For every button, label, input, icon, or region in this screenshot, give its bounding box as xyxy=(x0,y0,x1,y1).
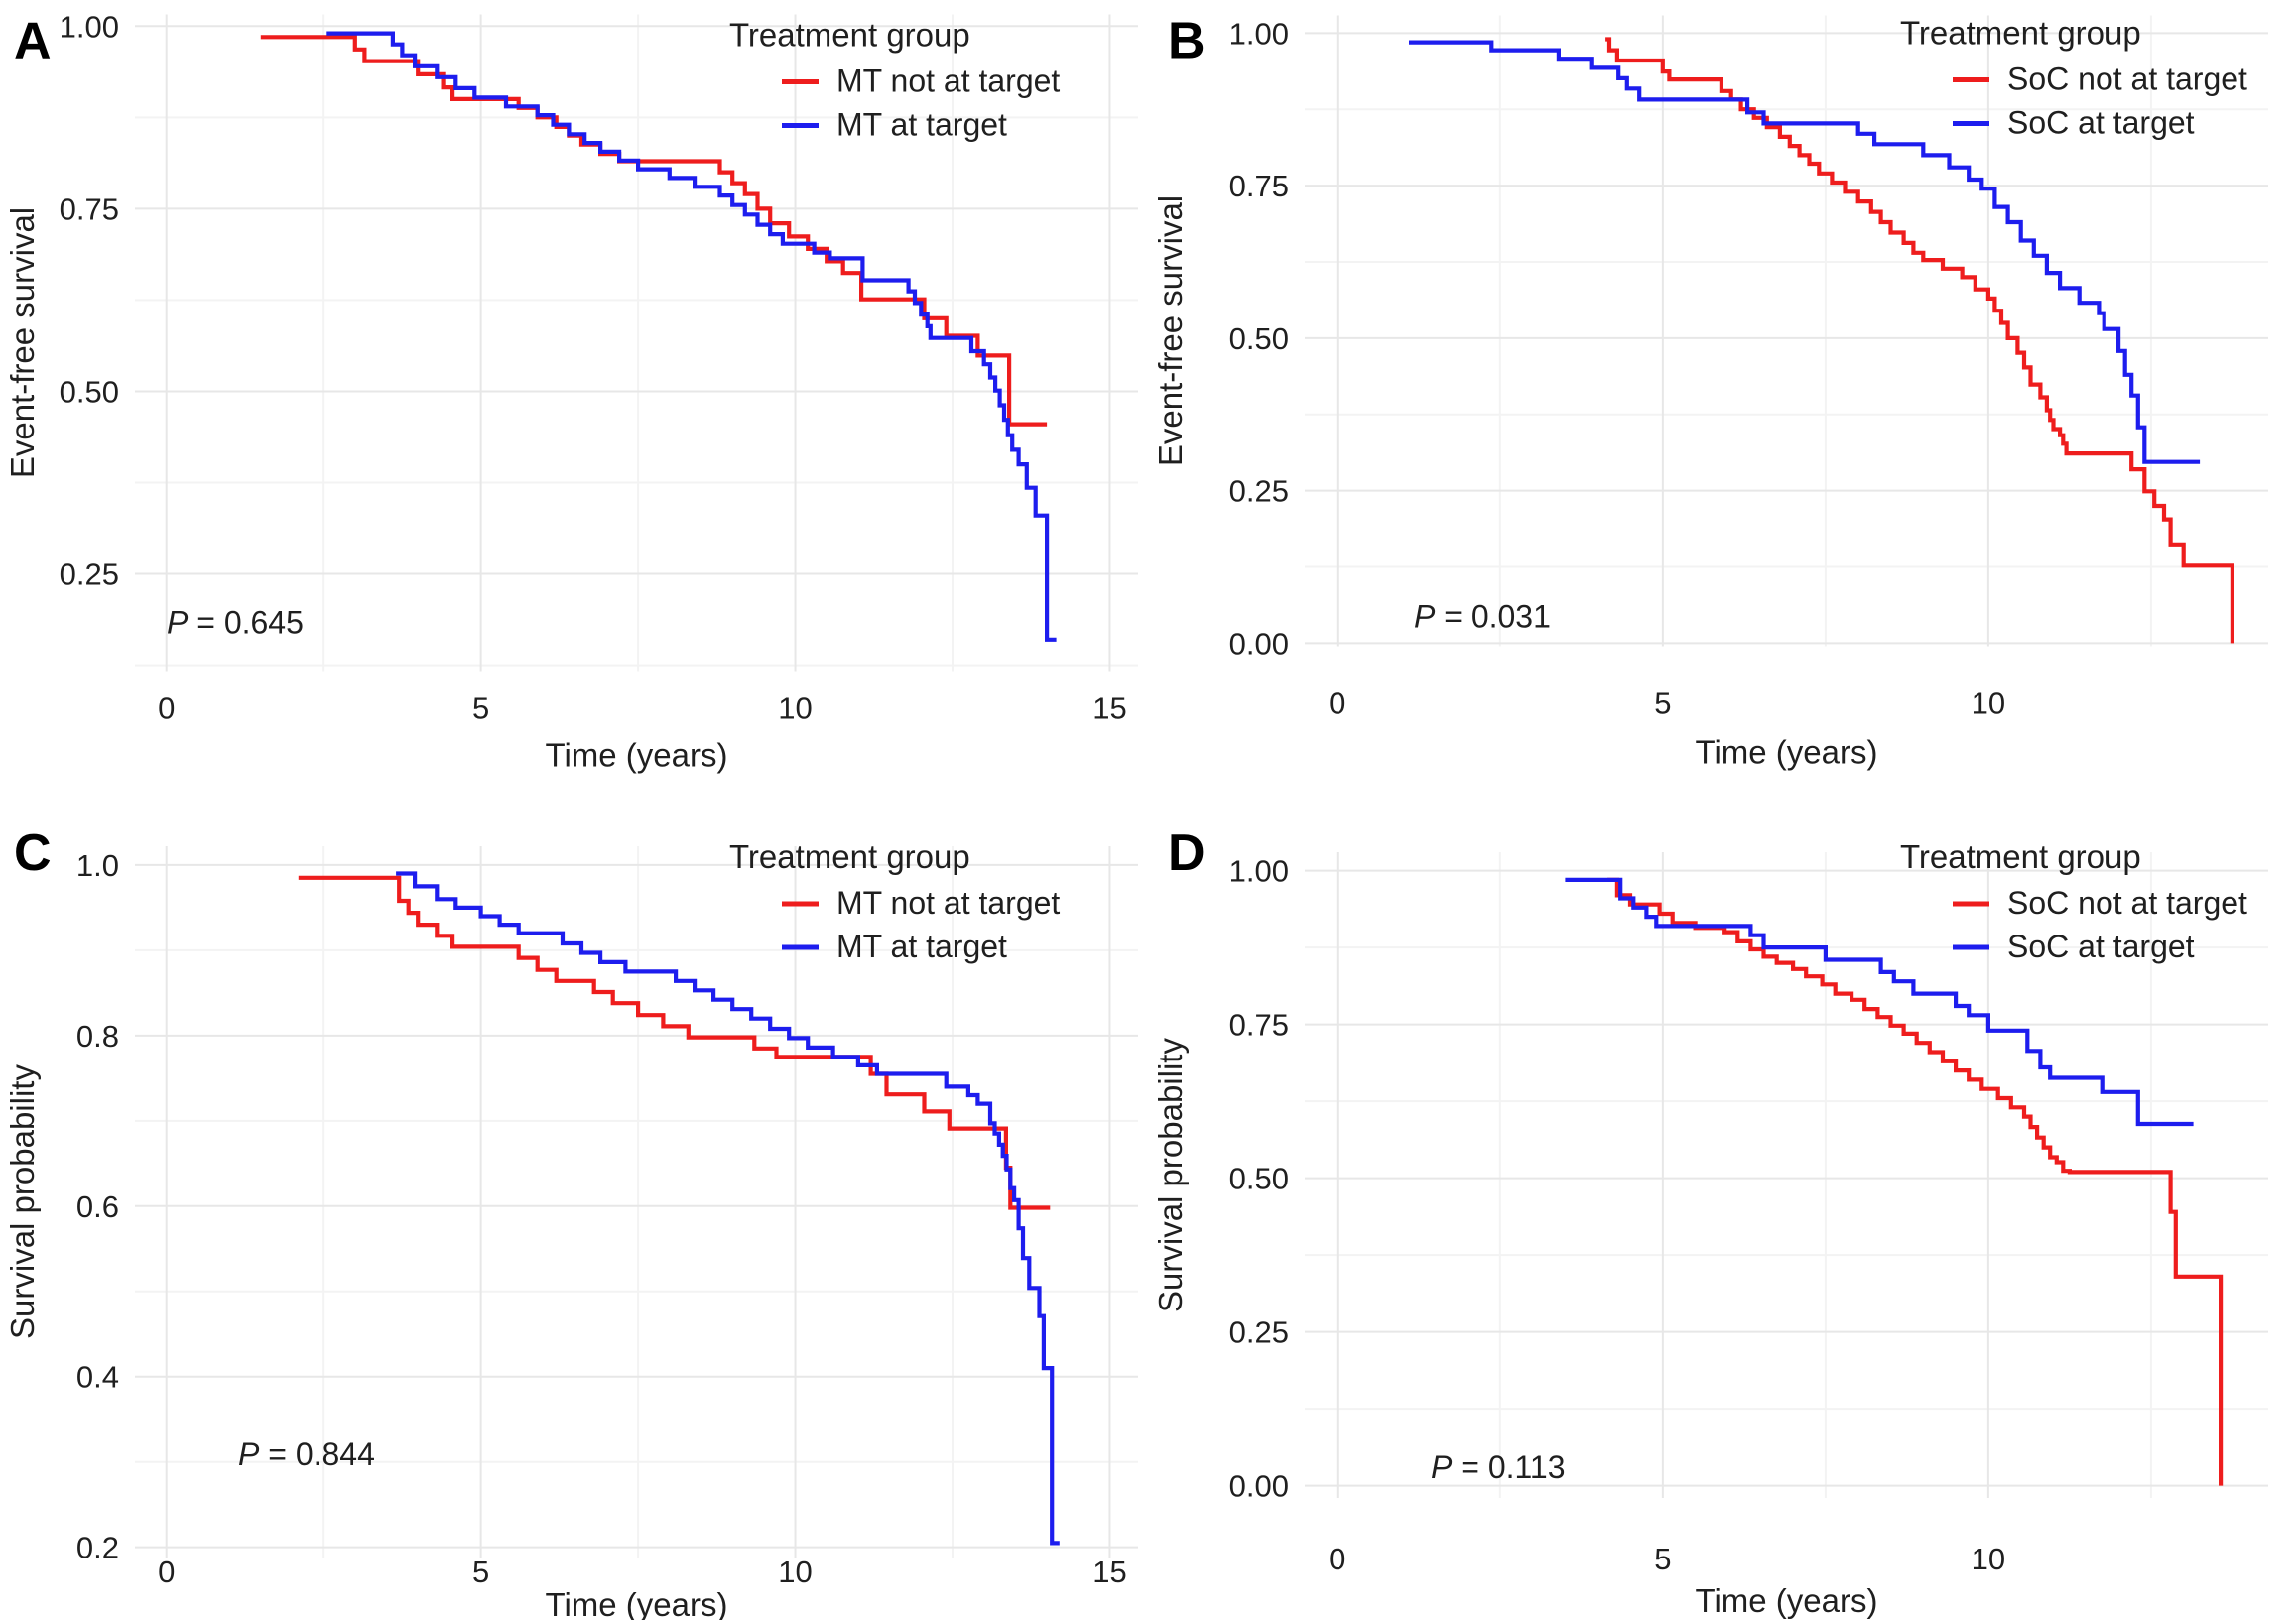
y-tick-label: 0.75 xyxy=(1229,1008,1289,1043)
legend-label-mt-not-at-target: MT not at target xyxy=(836,885,1060,921)
legend-label-mt-not-at-target: MT not at target xyxy=(836,63,1060,99)
panel-letter: D xyxy=(1168,824,1206,882)
km-curve-soc-not-at-target xyxy=(1605,37,2234,644)
x-tick-label: 0 xyxy=(158,1555,175,1589)
x-axis-title: Time (years) xyxy=(1696,1582,1878,1619)
km-curve-soc-not-at-target xyxy=(1607,877,2224,1486)
x-tick-label: 10 xyxy=(778,1555,812,1589)
y-tick-label: 0.75 xyxy=(60,191,119,226)
km-curve-mt-at-target xyxy=(326,31,1057,642)
x-tick-label: 10 xyxy=(1972,686,2005,721)
x-tick-label: 5 xyxy=(1654,686,1671,721)
panel-d: D 0.00 0.25 0.50 0.75 1.00 0 5 10 Survival probab… xyxy=(1148,810,2296,1620)
y-tick-label: 0.6 xyxy=(76,1189,119,1224)
x-tick-label: 10 xyxy=(778,691,812,726)
legend-title: Treatment group xyxy=(729,17,970,54)
x-tick-label: 0 xyxy=(158,691,175,726)
km-curve-mt-not-at-target xyxy=(298,875,1051,1210)
p-value: P = 0.113 xyxy=(1431,1449,1566,1485)
y-tick-label: 0.50 xyxy=(1229,321,1289,356)
x-axis-title: Time (years) xyxy=(546,1586,728,1620)
p-value: P = 0.844 xyxy=(238,1436,375,1472)
x-axis-title: Time (years) xyxy=(546,737,728,774)
panel-b-chart: B 0.00 0.25 0.50 0.75 1.00 0 5 10 Event-free surv… xyxy=(1148,0,2296,810)
y-tick-label: 1.00 xyxy=(1229,16,1289,51)
x-tick-label: 0 xyxy=(1329,686,1345,721)
km-curve-mt-at-target xyxy=(396,871,1060,1546)
legend-label-soc-not-at-target: SoC not at target xyxy=(2007,885,2247,921)
x-tick-label: 5 xyxy=(472,691,489,726)
legend-label-soc-at-target: SoC at target xyxy=(2007,105,2195,141)
y-tick-label: 0.00 xyxy=(1229,626,1289,661)
y-tick-label: 1.0 xyxy=(76,848,119,883)
panel-c-chart: C 0.2 0.4 0.6 0.8 1.0 0 5 10 15 Survival probabili… xyxy=(0,810,1148,1620)
legend-title: Treatment group xyxy=(1900,15,2141,52)
panel-letter: A xyxy=(14,13,52,70)
panel-letter: B xyxy=(1168,13,1206,70)
y-axis-title: Survival probability xyxy=(1152,1038,1189,1312)
y-tick-label: 1.00 xyxy=(60,9,119,44)
panel-a-chart: A 0.25 0.50 0.75 1.00 0 5 10 15 Event-free surviv… xyxy=(0,0,1148,810)
legend-title: Treatment group xyxy=(1900,838,2141,875)
panel-a: A 0.25 0.50 0.75 1.00 0 5 10 15 Event-free surviv… xyxy=(0,0,1148,810)
y-tick-label: 0.75 xyxy=(1229,169,1289,203)
panel-letter: C xyxy=(14,824,52,882)
y-tick-label: 0.25 xyxy=(60,558,119,592)
y-tick-label: 0.25 xyxy=(1229,474,1289,509)
legend-title: Treatment group xyxy=(729,838,970,875)
x-tick-label: 15 xyxy=(1092,1555,1126,1589)
x-tick-label: 0 xyxy=(1329,1542,1345,1576)
y-tick-label: 0.8 xyxy=(76,1019,119,1054)
km-curve-soc-at-target xyxy=(1409,40,2201,464)
y-tick-label: 0.50 xyxy=(1229,1162,1289,1196)
panel-b: B 0.00 0.25 0.50 0.75 1.00 0 5 10 Event-free surv… xyxy=(1148,0,2296,810)
y-tick-label: 1.00 xyxy=(1229,854,1289,889)
y-tick-label: 0.00 xyxy=(1229,1469,1289,1504)
x-tick-label: 15 xyxy=(1092,691,1126,726)
y-tick-label: 0.4 xyxy=(76,1360,119,1395)
y-tick-label: 0.25 xyxy=(1229,1315,1289,1350)
y-tick-label: 0.2 xyxy=(76,1531,119,1565)
panel-background xyxy=(1148,0,2296,810)
y-axis-title: Survival probability xyxy=(4,1064,41,1339)
panel-d-chart: D 0.00 0.25 0.50 0.75 1.00 0 5 10 Survival probab… xyxy=(1148,810,2296,1620)
panel-c: C 0.2 0.4 0.6 0.8 1.0 0 5 10 15 Survival probabili… xyxy=(0,810,1148,1620)
legend-label-soc-at-target: SoC at target xyxy=(2007,929,2195,964)
x-tick-label: 5 xyxy=(472,1555,489,1589)
y-tick-label: 0.50 xyxy=(60,374,119,409)
x-axis-title: Time (years) xyxy=(1696,734,1878,771)
p-value: P = 0.031 xyxy=(1414,599,1551,635)
x-tick-label: 10 xyxy=(1972,1542,2005,1576)
legend-label-soc-not-at-target: SoC not at target xyxy=(2007,62,2247,97)
legend-label-mt-at-target: MT at target xyxy=(836,107,1007,143)
y-axis-title: Event-free survival xyxy=(1152,195,1189,466)
km-curve-mt-not-at-target xyxy=(260,35,1048,427)
legend-label-mt-at-target: MT at target xyxy=(836,929,1007,964)
x-tick-label: 5 xyxy=(1654,1542,1671,1576)
p-value: P = 0.645 xyxy=(167,605,304,641)
y-axis-title: Event-free survival xyxy=(4,207,41,478)
km-curve-soc-at-target xyxy=(1565,877,2194,1127)
